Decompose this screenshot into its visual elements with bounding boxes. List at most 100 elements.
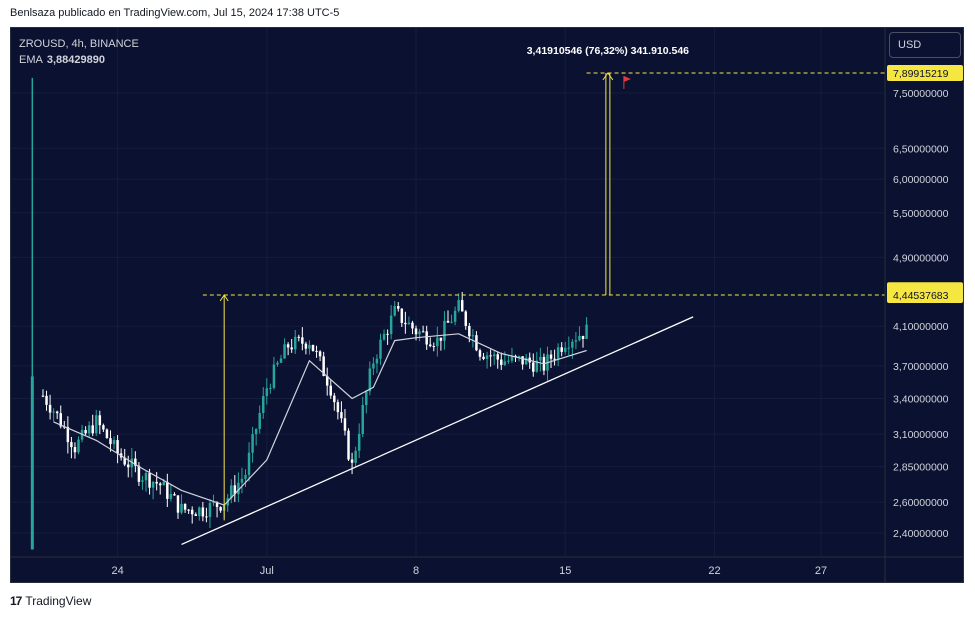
candle-body bbox=[198, 507, 201, 516]
candle-body bbox=[262, 396, 265, 413]
ema-value: 3,88429890 bbox=[46, 54, 105, 66]
flag-icon bbox=[623, 75, 631, 82]
candle-body bbox=[496, 354, 499, 360]
candle-body bbox=[59, 413, 62, 427]
candle-body bbox=[98, 415, 102, 426]
candle-body bbox=[382, 333, 386, 340]
candle-body bbox=[272, 364, 276, 388]
candle-body bbox=[585, 324, 588, 339]
candle-body bbox=[507, 360, 510, 362]
candle-body bbox=[254, 429, 258, 435]
y-tick-label: 3,10000000 bbox=[893, 429, 949, 441]
candle-body bbox=[87, 425, 91, 434]
candle-body bbox=[475, 335, 478, 351]
candle-body bbox=[269, 387, 272, 389]
candle-body bbox=[52, 411, 55, 413]
candle-body bbox=[581, 335, 585, 339]
candle-body bbox=[524, 357, 528, 365]
candle-body bbox=[379, 339, 382, 359]
candle-body bbox=[421, 331, 425, 333]
candle-body bbox=[91, 425, 94, 434]
price-label-box bbox=[887, 286, 963, 303]
candle-body bbox=[436, 337, 439, 347]
y-tick-label: 7,50000000 bbox=[893, 88, 949, 100]
candle-body bbox=[503, 361, 507, 365]
candle-body bbox=[425, 331, 428, 345]
candle-body bbox=[290, 347, 293, 350]
candle-body bbox=[301, 337, 304, 344]
candle-body bbox=[247, 452, 251, 475]
candle-body bbox=[109, 438, 112, 445]
candle-body bbox=[549, 354, 553, 359]
candle-body bbox=[215, 502, 219, 508]
candle-body bbox=[556, 347, 560, 359]
measure-label: 3,41910546 (76,32%) 341.910.546 bbox=[527, 45, 689, 57]
chart-area[interactable]: 3,41910546 (76,32%) 341.910.546 7,500000… bbox=[10, 27, 964, 583]
x-tick-label: 27 bbox=[815, 565, 827, 577]
candle-body bbox=[141, 480, 144, 482]
candle-body bbox=[517, 356, 521, 358]
candle-body bbox=[212, 502, 215, 504]
grid bbox=[11, 28, 885, 557]
ema-legend: EMA 3,88429890 bbox=[19, 52, 139, 68]
candle-body bbox=[432, 346, 436, 348]
candle-body bbox=[361, 405, 364, 434]
candle-body bbox=[194, 514, 197, 516]
y-tick-label: 4,90000000 bbox=[893, 252, 949, 264]
candle-body bbox=[219, 507, 222, 511]
candle-body bbox=[336, 402, 340, 413]
price-chart[interactable]: 3,41910546 (76,32%) 341.910.546 7,500000… bbox=[11, 28, 964, 583]
candle-body bbox=[418, 331, 421, 335]
candle-body bbox=[293, 336, 297, 350]
candle-body bbox=[489, 355, 492, 357]
candle-body bbox=[315, 350, 318, 352]
ascending-trendline bbox=[181, 316, 694, 546]
candle-body bbox=[137, 465, 141, 482]
candle-body bbox=[127, 464, 130, 468]
price-label-text: 7,89915219 bbox=[893, 68, 949, 80]
candle-body bbox=[205, 516, 208, 518]
candle-body bbox=[492, 354, 496, 357]
candle-body bbox=[389, 315, 393, 335]
price-label-text: 4,44537683 bbox=[893, 290, 949, 302]
candle-body bbox=[578, 335, 581, 341]
candle-body bbox=[414, 328, 418, 335]
publish-header: Benlsaza publicado en TradingView.com, J… bbox=[10, 7, 340, 19]
candle-body bbox=[116, 440, 119, 454]
candle-body bbox=[393, 306, 396, 316]
candle-body bbox=[73, 447, 77, 453]
candle-body bbox=[464, 311, 468, 326]
x-tick-label: 24 bbox=[111, 565, 123, 577]
candle-body bbox=[375, 358, 379, 364]
candle-body bbox=[112, 440, 116, 445]
candle-body bbox=[322, 356, 325, 376]
candle-body bbox=[411, 322, 414, 329]
price-label-box bbox=[887, 64, 963, 81]
candle-body bbox=[532, 362, 535, 372]
x-tick-label: 15 bbox=[559, 565, 571, 577]
candle-body bbox=[478, 350, 482, 357]
candle-body bbox=[95, 415, 98, 434]
candle-body bbox=[66, 426, 70, 443]
candle-body bbox=[155, 481, 158, 484]
candle-body bbox=[308, 344, 311, 349]
x-tick-label: 22 bbox=[708, 565, 720, 577]
candle-body bbox=[357, 433, 361, 451]
y-tick-label: 6,00000000 bbox=[893, 174, 949, 186]
candle-body bbox=[169, 494, 173, 499]
candle-body bbox=[329, 385, 332, 396]
measure-arrow-1-head bbox=[219, 294, 229, 302]
candle-body bbox=[372, 363, 375, 369]
candle-body bbox=[482, 356, 485, 359]
candle-body bbox=[233, 485, 237, 495]
candle-body bbox=[237, 482, 240, 495]
candle-body bbox=[240, 478, 244, 483]
candle-body bbox=[404, 322, 407, 325]
currency-button[interactable]: USD bbox=[889, 32, 961, 58]
candle-body bbox=[365, 391, 368, 406]
footer: 17 TradingView bbox=[10, 594, 91, 608]
measure-arrow-2-head bbox=[602, 72, 614, 81]
y-tick-label: 2,60000000 bbox=[893, 497, 949, 509]
candle-body bbox=[304, 343, 308, 349]
candle-body bbox=[279, 358, 283, 363]
